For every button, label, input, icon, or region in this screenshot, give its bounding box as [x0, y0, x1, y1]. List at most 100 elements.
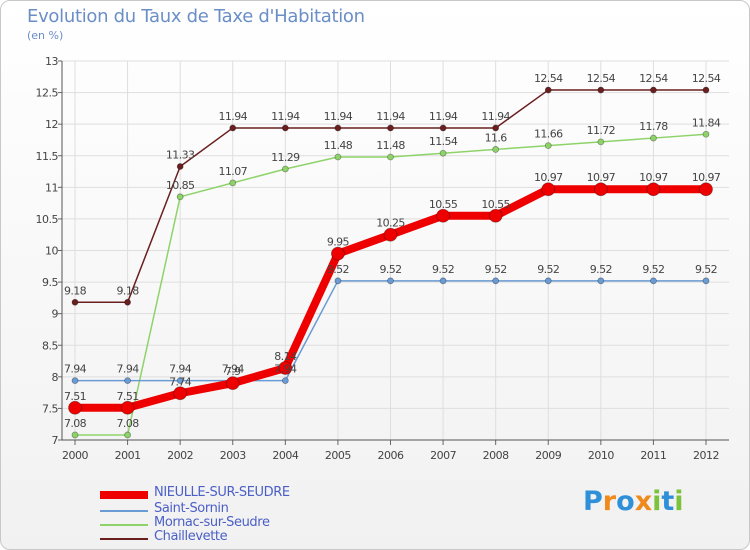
data-point-saint-sornin: [597, 277, 605, 285]
data-label-mornac-sur-seudre: 11.48: [376, 139, 405, 152]
data-point-mornac-sur-seudre: [544, 142, 552, 150]
data-label-mornac-sur-seudre: 11.66: [534, 128, 563, 141]
logo-letter: i: [674, 486, 684, 517]
data-point-chaillevette: [176, 163, 184, 170]
data-point-saint-sornin: [281, 377, 289, 385]
data-point-chaillevette: [492, 124, 500, 132]
data-point-chaillevette: [650, 86, 657, 94]
y-tick-label: 10.5: [36, 213, 59, 226]
data-point-saint-sornin: [439, 277, 447, 285]
data-point-mornac-sur-seudre: [176, 193, 184, 201]
y-tick-label: 9.5: [42, 276, 58, 289]
data-label-nieulle-sur-seudre: 9.95: [327, 236, 350, 249]
data-point-chaillevette: [702, 86, 710, 94]
data-label-saint-sornin: 9.52: [642, 263, 664, 276]
data-point-mornac-sur-seudre: [650, 134, 657, 142]
data-label-nieulle-sur-seudre: 7.51: [117, 390, 139, 403]
logo-letter: t: [661, 486, 675, 517]
y-axis-unit-label: (en %): [27, 29, 64, 42]
data-label-mornac-sur-seudre: 11.07: [219, 165, 248, 178]
logo-letter: P: [583, 486, 603, 517]
x-tick-label: 2004: [272, 449, 298, 462]
data-label-saint-sornin: 9.52: [485, 263, 507, 276]
data-point-saint-sornin: [387, 277, 394, 285]
y-tick-label: 7: [52, 434, 59, 447]
data-point-nieulle-sur-seudre: [436, 208, 450, 223]
y-tick-label: 11.5: [36, 150, 59, 163]
legend-swatch: [100, 524, 148, 526]
data-label-chaillevette: 11.94: [481, 110, 510, 123]
data-point-nieulle-sur-seudre: [331, 246, 345, 261]
data-label-chaillevette: 9.18: [64, 284, 87, 297]
y-tick-label: 8: [52, 371, 59, 384]
data-label-chaillevette: 11.94: [376, 110, 405, 123]
data-point-saint-sornin: [176, 377, 184, 385]
data-label-nieulle-sur-seudre: 10.25: [376, 217, 405, 230]
data-label-saint-sornin: 9.52: [537, 263, 559, 276]
data-label-mornac-sur-seudre: 11.54: [429, 135, 458, 148]
logo-letter: r: [602, 486, 617, 517]
data-label-chaillevette: 11.94: [429, 110, 458, 123]
data-label-saint-sornin: 7.94: [117, 363, 140, 376]
data-label-nieulle-sur-seudre: 8.14: [274, 350, 297, 363]
data-label-saint-sornin: 9.52: [327, 263, 349, 276]
data-point-mornac-sur-seudre: [229, 179, 237, 187]
data-point-mornac-sur-seudre: [439, 149, 447, 157]
data-label-mornac-sur-seudre: 10.85: [166, 179, 195, 192]
data-label-saint-sornin: 7.94: [222, 363, 245, 376]
data-point-chaillevette: [387, 124, 394, 132]
x-tick-label: 2007: [430, 449, 456, 462]
data-point-nieulle-sur-seudre: [593, 182, 608, 197]
data-label-saint-sornin: 7.94: [274, 363, 297, 376]
y-tick-label: 8.5: [42, 339, 58, 352]
data-point-nieulle-sur-seudre: [173, 386, 188, 401]
data-point-nieulle-sur-seudre: [646, 182, 661, 197]
data-point-saint-sornin: [544, 277, 552, 285]
data-label-mornac-sur-seudre: 7.08: [117, 417, 140, 430]
data-point-saint-sornin: [492, 277, 500, 285]
legend-label: Mornac-sur-Seudre: [154, 515, 270, 530]
data-label-nieulle-sur-seudre: 10.97: [587, 171, 616, 184]
data-point-chaillevette: [124, 298, 131, 306]
y-tick-label: 12: [45, 118, 58, 131]
y-tick-label: 10: [45, 245, 58, 258]
data-label-nieulle-sur-seudre: 10.97: [639, 171, 668, 184]
x-tick-label: 2011: [640, 449, 666, 462]
y-tick-label: 13: [45, 55, 58, 68]
data-label-chaillevette: 11.33: [166, 148, 195, 161]
data-label-saint-sornin: 9.52: [695, 263, 717, 276]
legend-label: Saint-Sornin: [154, 501, 229, 516]
logo-letter: o: [616, 486, 635, 517]
data-label-nieulle-sur-seudre: 7.51: [64, 390, 86, 403]
logo-letter: x: [634, 486, 653, 517]
data-point-nieulle-sur-seudre: [699, 182, 713, 197]
data-label-chaillevette: 11.94: [324, 110, 353, 123]
data-point-nieulle-sur-seudre: [383, 227, 398, 242]
legend-label: NIEULLE-SUR-SEUDRE: [154, 485, 290, 500]
data-point-chaillevette: [229, 124, 237, 132]
data-label-nieulle-sur-seudre: 10.97: [534, 171, 563, 184]
logo-letter: i: [652, 486, 662, 517]
x-tick-label: 2003: [220, 449, 246, 462]
x-tick-label: 2010: [588, 449, 614, 462]
x-tick-label: 2005: [325, 449, 351, 462]
data-point-mornac-sur-seudre: [492, 146, 500, 153]
data-point-mornac-sur-seudre: [597, 138, 605, 146]
data-point-chaillevette: [439, 124, 447, 132]
x-tick-label: 2012: [693, 449, 719, 462]
data-point-chaillevette: [71, 298, 79, 306]
data-point-nieulle-sur-seudre: [120, 400, 135, 415]
data-point-nieulle-sur-seudre: [225, 376, 240, 391]
data-point-saint-sornin: [124, 377, 131, 385]
data-label-chaillevette: 11.94: [271, 110, 300, 123]
y-tick-label: 12.5: [36, 87, 59, 100]
data-point-chaillevette: [334, 124, 342, 132]
data-label-saint-sornin: 9.52: [432, 263, 454, 276]
legend-swatch: [100, 491, 148, 499]
data-label-nieulle-sur-seudre: 10.55: [429, 198, 458, 211]
data-label-saint-sornin: 9.52: [379, 263, 401, 276]
data-point-nieulle-sur-seudre: [278, 361, 293, 375]
data-label-mornac-sur-seudre: 7.08: [64, 417, 87, 430]
legend-label: Chaillevette: [154, 529, 228, 544]
